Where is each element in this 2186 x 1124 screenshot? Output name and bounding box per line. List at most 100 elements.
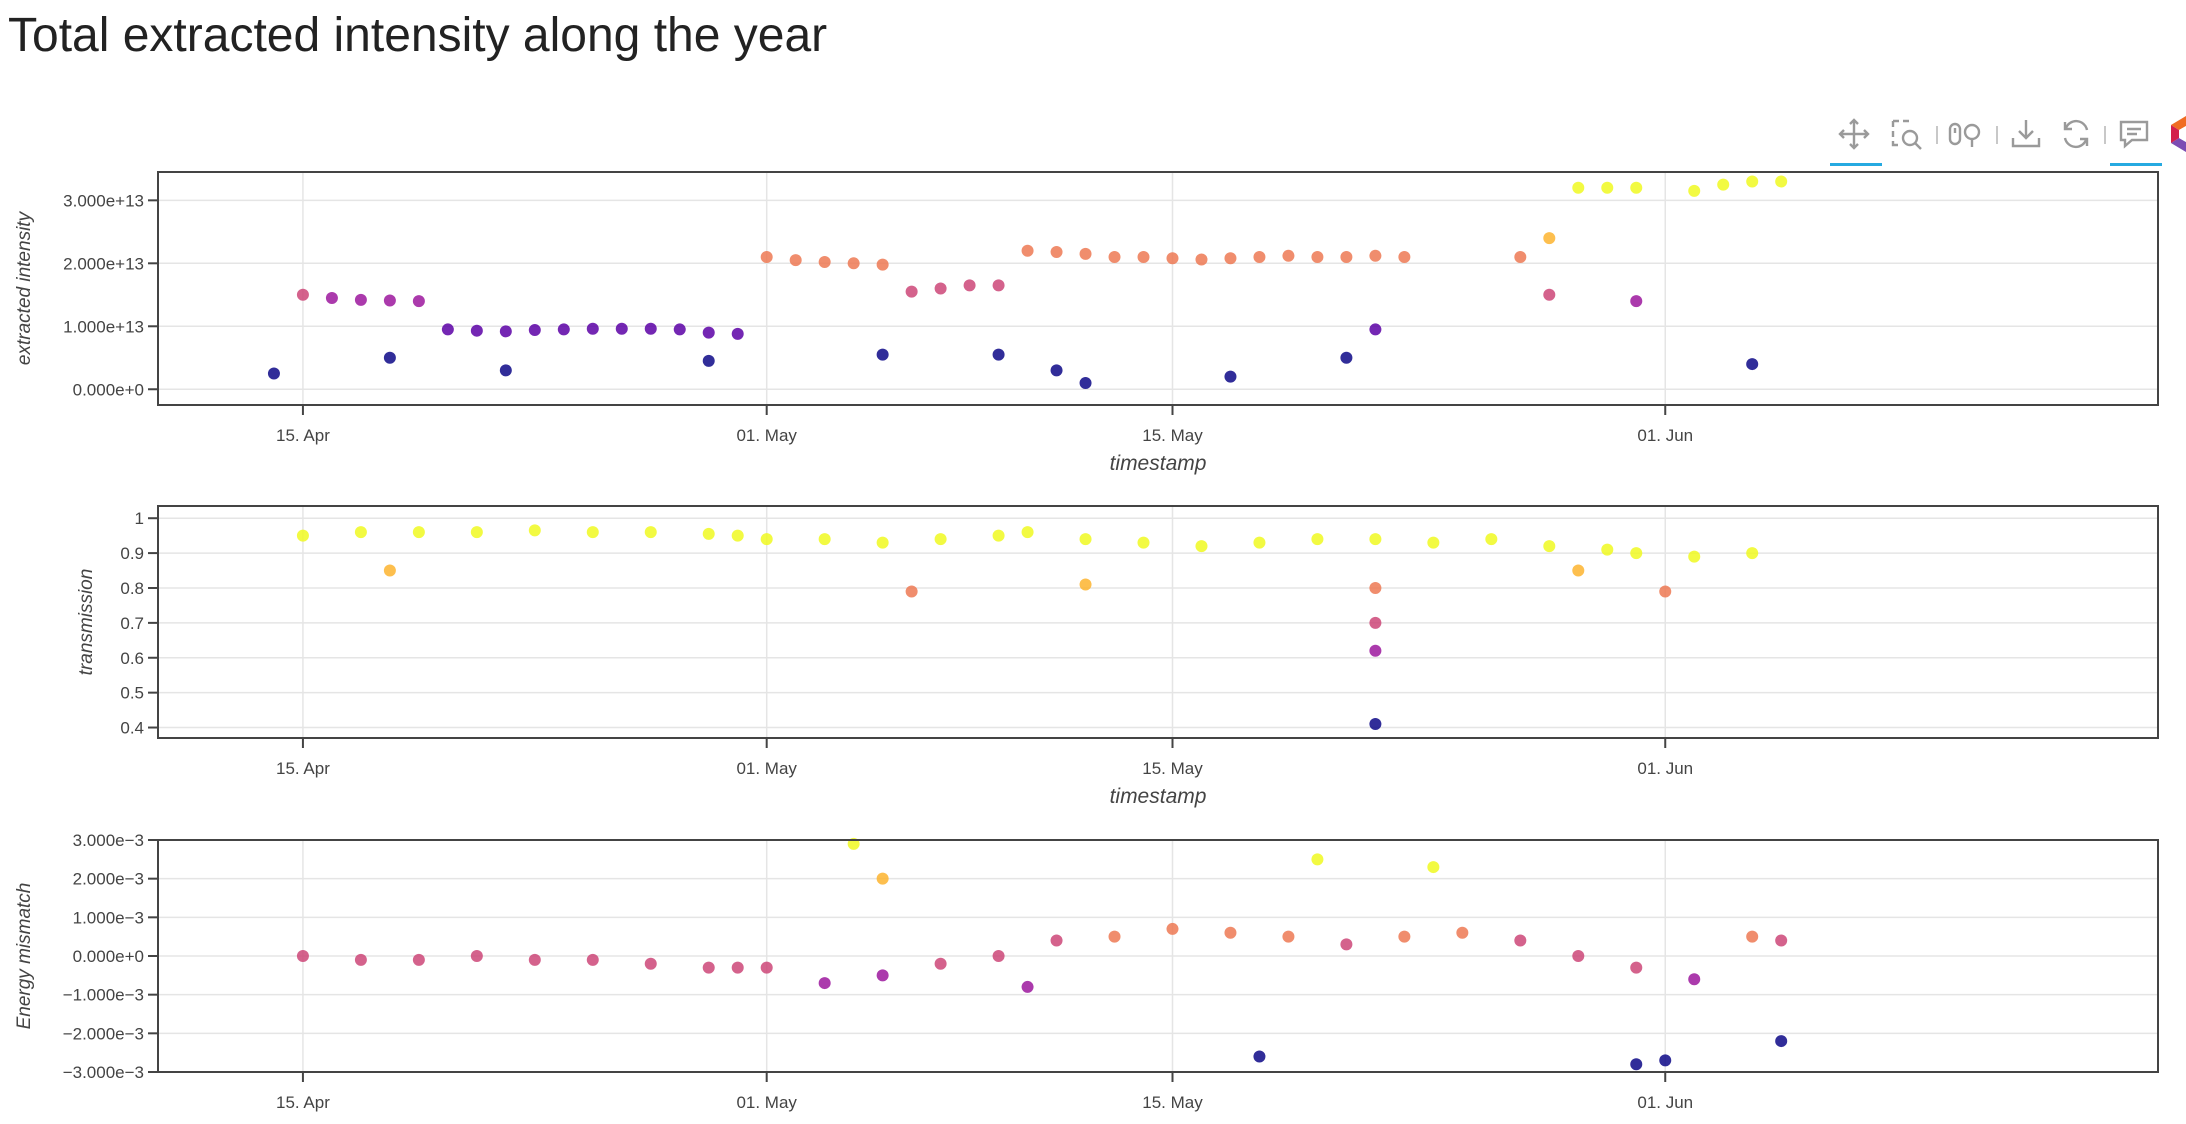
hover-tool-icon[interactable] xyxy=(2110,112,2162,166)
data-point[interactable] xyxy=(499,325,512,338)
data-point[interactable] xyxy=(296,288,309,301)
data-point[interactable] xyxy=(1369,249,1382,262)
chart-3[interactable]: −3.000e−3 −2.000e−3 −1.000e−3 0.000e+0 1.000… xyxy=(14,831,2159,1112)
data-point[interactable] xyxy=(702,354,715,367)
data-point[interactable] xyxy=(760,251,773,264)
data-point[interactable] xyxy=(412,953,425,966)
data-point[interactable] xyxy=(1572,564,1585,577)
data-point[interactable] xyxy=(1137,536,1150,549)
data-point[interactable] xyxy=(1369,644,1382,657)
data-point[interactable] xyxy=(644,526,657,539)
data-point[interactable] xyxy=(818,533,831,546)
data-point[interactable] xyxy=(1398,930,1411,943)
data-point[interactable] xyxy=(1311,853,1324,866)
pan-tool-icon[interactable] xyxy=(1830,112,1882,166)
data-point[interactable] xyxy=(731,529,744,542)
data-point[interactable] xyxy=(1456,926,1469,939)
data-point[interactable] xyxy=(963,279,976,292)
data-point[interactable] xyxy=(1282,930,1295,943)
data-point[interactable] xyxy=(1050,245,1063,258)
data-point[interactable] xyxy=(1340,351,1353,364)
data-point[interactable] xyxy=(1050,364,1063,377)
data-point[interactable] xyxy=(441,323,454,336)
data-point[interactable] xyxy=(1427,861,1440,874)
data-point[interactable] xyxy=(412,295,425,308)
box-zoom-tool-icon[interactable] xyxy=(1884,112,1928,156)
plot-area[interactable] xyxy=(158,172,2158,405)
data-point[interactable] xyxy=(1659,585,1672,598)
data-point[interactable] xyxy=(905,585,918,598)
data-point[interactable] xyxy=(586,953,599,966)
data-point[interactable] xyxy=(1543,232,1556,245)
data-point[interactable] xyxy=(470,950,483,962)
data-point[interactable] xyxy=(673,323,686,336)
data-point[interactable] xyxy=(876,969,889,982)
data-point[interactable] xyxy=(760,961,773,974)
data-point[interactable] xyxy=(1688,973,1701,986)
data-point[interactable] xyxy=(1195,540,1208,553)
data-point[interactable] xyxy=(1659,1054,1672,1067)
data-point[interactable] xyxy=(1137,251,1150,264)
data-point[interactable] xyxy=(1543,288,1556,301)
data-point[interactable] xyxy=(1630,961,1643,974)
data-point[interactable] xyxy=(528,324,541,337)
data-point[interactable] xyxy=(1224,926,1237,939)
data-point[interactable] xyxy=(992,279,1005,292)
data-point[interactable] xyxy=(557,323,570,336)
data-point[interactable] xyxy=(1688,184,1701,197)
data-point[interactable] xyxy=(1630,1058,1643,1071)
data-point[interactable] xyxy=(876,348,889,361)
data-point[interactable] xyxy=(1369,533,1382,546)
data-point[interactable] xyxy=(1369,718,1382,731)
data-point[interactable] xyxy=(1079,578,1092,591)
data-point[interactable] xyxy=(1050,934,1063,947)
data-point[interactable] xyxy=(731,327,744,340)
data-point[interactable] xyxy=(354,526,367,539)
data-point[interactable] xyxy=(1340,938,1353,951)
data-point[interactable] xyxy=(905,285,918,298)
data-point[interactable] xyxy=(992,348,1005,361)
data-point[interactable] xyxy=(876,536,889,549)
data-point[interactable] xyxy=(1630,295,1643,308)
data-point[interactable] xyxy=(876,258,889,271)
data-point[interactable] xyxy=(1224,370,1237,383)
data-point[interactable] xyxy=(1079,533,1092,546)
data-point[interactable] xyxy=(1398,251,1411,264)
data-point[interactable] xyxy=(818,977,831,990)
data-point[interactable] xyxy=(1311,533,1324,546)
data-point[interactable] xyxy=(1514,934,1527,947)
data-point[interactable] xyxy=(702,326,715,339)
save-tool-icon[interactable] xyxy=(2004,112,2048,156)
data-point[interactable] xyxy=(702,961,715,974)
data-point[interactable] xyxy=(1108,930,1121,943)
data-point[interactable] xyxy=(1166,252,1179,265)
plot-area[interactable] xyxy=(158,506,2158,738)
data-point[interactable] xyxy=(1166,922,1179,935)
data-point[interactable] xyxy=(354,293,367,306)
data-point[interactable] xyxy=(1572,181,1585,194)
data-point[interactable] xyxy=(1543,540,1556,553)
data-point[interactable] xyxy=(1224,252,1237,265)
data-point[interactable] xyxy=(1746,547,1759,560)
data-point[interactable] xyxy=(383,294,396,307)
data-point[interactable] xyxy=(412,526,425,539)
data-point[interactable] xyxy=(702,527,715,540)
data-point[interactable] xyxy=(1717,178,1730,191)
data-point[interactable] xyxy=(1253,536,1266,549)
data-point[interactable] xyxy=(1282,249,1295,262)
data-point[interactable] xyxy=(644,957,657,970)
data-point[interactable] xyxy=(1021,244,1034,257)
data-point[interactable] xyxy=(1253,251,1266,264)
data-point[interactable] xyxy=(644,322,657,335)
reset-tool-icon[interactable] xyxy=(2054,112,2098,156)
chart-1[interactable]: 0.000e+0 1.000e+13 2.000e+13 3.000e+13 15. A… xyxy=(14,171,2159,475)
data-point[interactable] xyxy=(528,524,541,537)
data-point[interactable] xyxy=(1601,543,1614,556)
data-point[interactable] xyxy=(1746,175,1759,188)
data-point[interactable] xyxy=(1485,533,1498,546)
data-point[interactable] xyxy=(470,526,483,539)
data-point[interactable] xyxy=(354,953,367,966)
data-point[interactable] xyxy=(325,291,338,304)
data-point[interactable] xyxy=(847,257,860,270)
data-point[interactable] xyxy=(934,957,947,970)
